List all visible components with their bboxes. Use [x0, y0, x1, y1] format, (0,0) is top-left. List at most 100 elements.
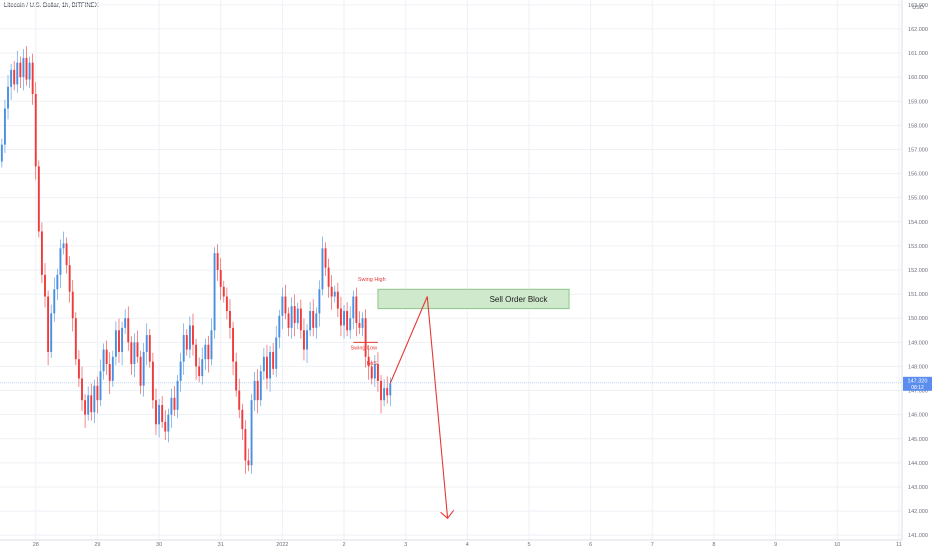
- candle-body: [130, 342, 133, 365]
- candle-body: [87, 395, 90, 415]
- candle-body: [114, 330, 117, 357]
- candle-body: [352, 296, 355, 319]
- candle-body: [167, 414, 170, 432]
- candle-body: [275, 337, 278, 369]
- candle-body: [96, 385, 99, 401]
- order-block-layer: Sell Order Block: [377, 288, 570, 310]
- candle-body: [269, 351, 272, 379]
- time-axis[interactable]: 28 29 30 31 2022 2 3 4 5 6 7 8 9 10 11: [0, 539, 902, 548]
- candle-body: [262, 356, 265, 372]
- y-tick-label: 161.000: [908, 51, 928, 57]
- current-price-tag: 147.320 08:12: [903, 376, 932, 391]
- x-tick-label: 10: [834, 542, 840, 548]
- y-tick-label: 145.000: [908, 437, 928, 443]
- candle-body: [90, 395, 93, 413]
- x-tick-label: 4: [466, 542, 469, 548]
- candle-body: [284, 296, 287, 314]
- candle-body: [164, 421, 167, 432]
- candle-body: [195, 344, 198, 367]
- candle-body: [151, 361, 154, 401]
- candle-body: [68, 265, 71, 292]
- candle-body: [65, 243, 68, 266]
- candle-body: [71, 291, 74, 319]
- candle-body: [133, 342, 136, 365]
- candle-body: [219, 270, 222, 287]
- sell-order-block-zone: [377, 288, 570, 310]
- candle-body: [278, 315, 281, 338]
- price-axis[interactable]: USD 141.000 142.000 143.000 144.000 145.000 1…: [901, 0, 932, 540]
- candle-body: [182, 335, 185, 362]
- candle-body: [142, 351, 145, 386]
- candle-body: [19, 62, 22, 78]
- candle-body: [204, 344, 207, 360]
- chart-title: Litecoin / U.S. Dollar, 1h, BITFINEX: [4, 3, 99, 9]
- candle-body: [77, 359, 80, 379]
- x-tick-label: 2: [342, 542, 345, 548]
- candle-body: [358, 323, 361, 328]
- x-tick-label: 9: [774, 542, 777, 548]
- candle-body: [339, 308, 342, 326]
- y-tick-label: 146.000: [908, 413, 928, 419]
- candle-body: [222, 286, 225, 297]
- candle-body: [10, 69, 13, 87]
- x-tick-label: 5: [527, 542, 530, 548]
- candle-body: [373, 364, 376, 379]
- candle-body: [229, 310, 231, 328]
- countdown-label: 08:12: [911, 385, 924, 391]
- candle-body: [343, 310, 345, 326]
- candle-body: [25, 57, 28, 80]
- candle-body: [53, 289, 56, 314]
- candle-body: [192, 325, 194, 345]
- candle-body: [355, 296, 358, 324]
- candle-body: [333, 291, 336, 297]
- candle-body: [37, 166, 40, 232]
- candle-body: [173, 397, 176, 410]
- candle-body: [259, 371, 262, 401]
- candle-body: [99, 371, 102, 401]
- candle-body: [253, 380, 256, 401]
- candle-body: [56, 274, 59, 290]
- candle-body: [235, 361, 238, 391]
- candle-body: [176, 380, 179, 410]
- candle-body: [321, 248, 324, 290]
- candle-body: [201, 359, 204, 377]
- candle-body: [232, 327, 235, 362]
- x-tick-label: 2022: [276, 542, 288, 548]
- y-tick-label: 147.000: [908, 389, 928, 395]
- candle-body: [16, 62, 19, 85]
- candle-body: [272, 351, 275, 369]
- candle-body: [81, 378, 83, 401]
- candle-body: [179, 361, 182, 381]
- candle-body: [105, 349, 108, 365]
- candle-body: [136, 342, 139, 357]
- candle-body: [50, 313, 53, 352]
- candle-body: [216, 253, 219, 270]
- candle-body: [139, 356, 142, 386]
- candle-body: [74, 318, 77, 360]
- y-tick-label: 162.000: [908, 27, 928, 33]
- x-tick-label: 31: [218, 542, 224, 548]
- candle-body: [287, 313, 290, 328]
- candle-body: [207, 344, 210, 360]
- candle-body: [121, 327, 124, 352]
- candle-body: [93, 385, 96, 413]
- candle-body: [108, 364, 111, 381]
- y-tick-label: 160.000: [908, 75, 928, 81]
- candle-body: [148, 335, 151, 362]
- symbol-title: Litecoin / U.S. Dollar, 1h, BITFINEX: [4, 3, 99, 9]
- y-tick-label: 150.000: [908, 316, 928, 322]
- candle-body: [296, 308, 299, 324]
- candle-body: [47, 296, 50, 352]
- y-tick-label: 143.000: [908, 485, 928, 491]
- candle-body: [198, 366, 201, 377]
- candle-body: [238, 390, 241, 410]
- candle-body: [376, 364, 379, 381]
- sell-order-block-label: Sell Order Block: [490, 295, 549, 304]
- y-tick-label: 141.000: [908, 533, 928, 539]
- candle-body: [210, 330, 213, 360]
- candle-body: [111, 356, 114, 381]
- candle-body: [0, 144, 3, 162]
- candle-body: [13, 69, 16, 85]
- candle-body: [158, 405, 161, 425]
